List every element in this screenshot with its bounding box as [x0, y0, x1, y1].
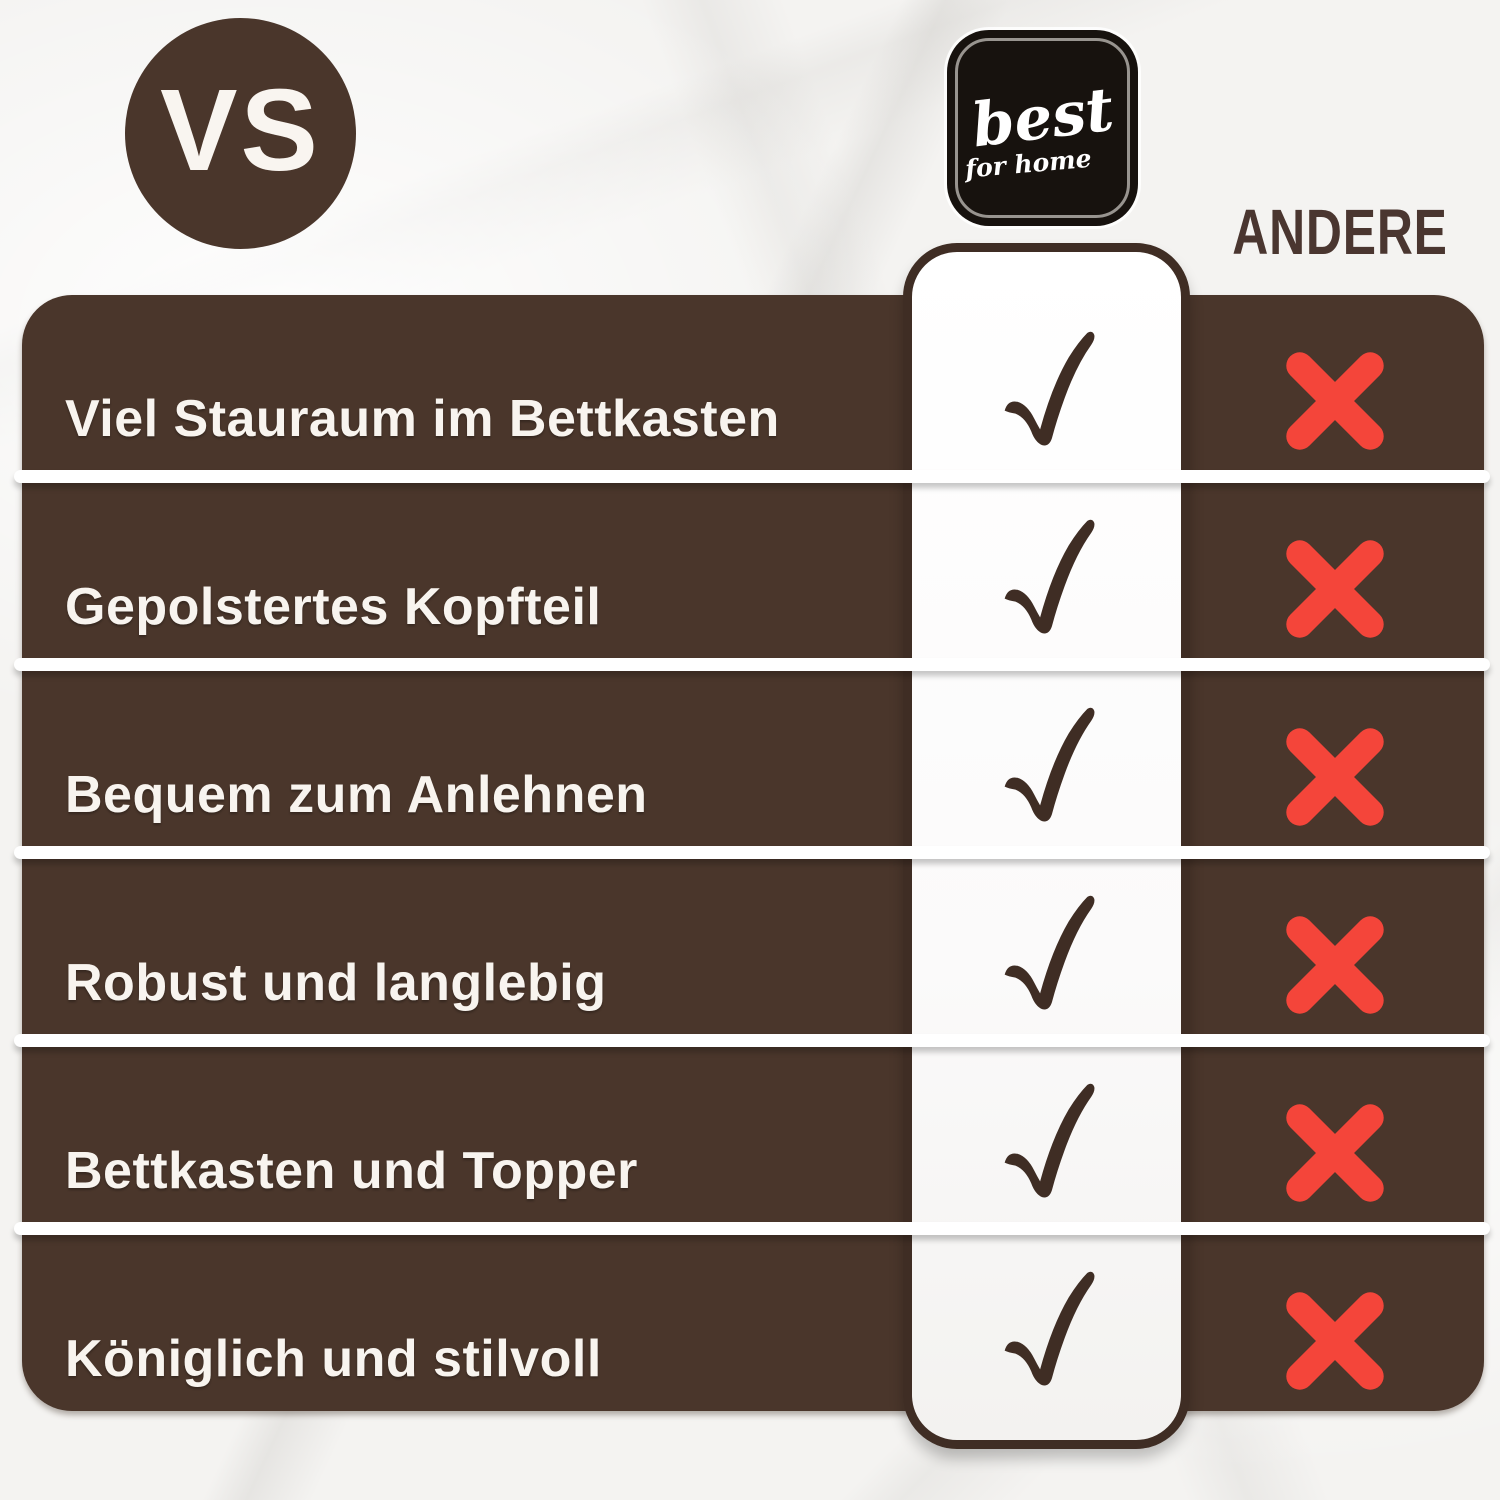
comparison-row: Gepolstertes Kopfteil	[22, 483, 1484, 659]
comparison-row: Bequem zum Anlehnen	[22, 671, 1484, 847]
check-icon	[912, 483, 1181, 659]
check-icon	[912, 1235, 1181, 1411]
cross-icon	[1286, 540, 1384, 638]
cross-icon	[1286, 728, 1384, 826]
row-label: Bettkasten und Topper	[65, 1142, 638, 1200]
row-label: Viel Stauraum im Bettkasten	[65, 390, 780, 448]
brand-logo-text: best	[967, 74, 1118, 161]
check-icon	[912, 295, 1181, 471]
vs-badge-label: VS	[160, 64, 321, 195]
check-icon	[912, 1047, 1181, 1223]
check-icon	[912, 671, 1181, 847]
comparison-row: Viel Stauraum im Bettkasten	[22, 295, 1484, 471]
row-label: Robust und langlebig	[65, 954, 607, 1012]
comparison-row: Königlich und stilvoll	[22, 1235, 1484, 1411]
row-divider	[14, 1222, 1490, 1235]
cross-icon	[1286, 352, 1384, 450]
check-icon	[912, 859, 1181, 1035]
row-divider	[14, 1034, 1490, 1047]
vs-badge: VS	[125, 18, 356, 249]
comparison-row: Bettkasten und Topper	[22, 1047, 1484, 1223]
cross-icon	[1286, 1292, 1384, 1390]
cross-icon	[1286, 916, 1384, 1014]
brand-logo: best for home	[947, 30, 1138, 226]
row-divider	[14, 846, 1490, 859]
row-divider	[14, 470, 1490, 483]
row-label: Gepolstertes Kopfteil	[65, 578, 602, 636]
comparison-row: Robust und langlebig	[22, 859, 1484, 1035]
row-label: Königlich und stilvoll	[65, 1330, 602, 1388]
row-label: Bequem zum Anlehnen	[65, 766, 648, 824]
cross-icon	[1286, 1104, 1384, 1202]
competitor-label: ANDERE	[1232, 196, 1448, 268]
row-divider	[14, 658, 1490, 671]
